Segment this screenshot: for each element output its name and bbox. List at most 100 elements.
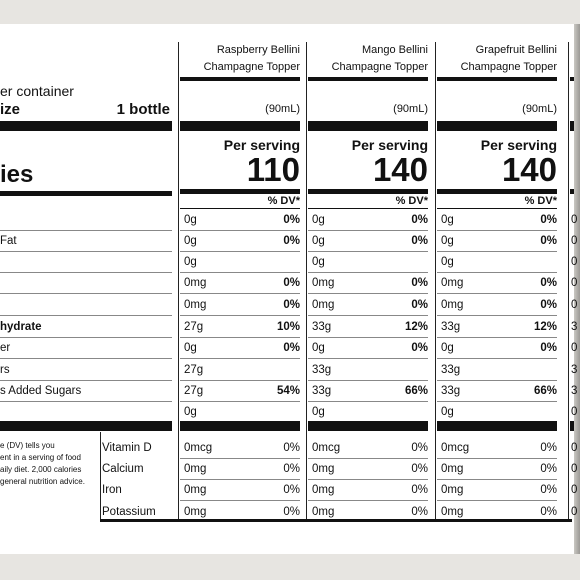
row-divider (180, 479, 300, 480)
row-divider (437, 251, 557, 252)
dv-header: % DV* (267, 195, 300, 207)
row-divider (180, 315, 300, 316)
row-divider (437, 230, 557, 231)
vitamin-amount: 0mg (441, 463, 464, 475)
vitamin-dv: 0% (540, 484, 557, 496)
vitamin-dv: 0% (540, 506, 557, 518)
row-divider (308, 380, 428, 381)
row-divider (437, 479, 557, 480)
thick-rule (570, 421, 574, 431)
nutrient-amount: 0g (312, 256, 325, 268)
nutrient-amount: 0g (312, 214, 325, 226)
nutrient-dv: 0% (540, 214, 557, 226)
partial-vitamin: 0 (571, 506, 578, 518)
thick-rule (180, 421, 300, 431)
nutrition-label-panel (0, 24, 580, 554)
medium-rule (0, 191, 172, 196)
nutrient-amount: 33g (441, 385, 461, 397)
vitamin-dv: 0% (411, 506, 428, 518)
thick-rule (180, 121, 300, 131)
nutrient-dv: 0% (411, 342, 428, 354)
row-divider (308, 401, 428, 402)
serving-size-label: ize (0, 101, 21, 118)
vitamin-amount: 0mg (312, 484, 335, 496)
partial-vitamin: 0 (571, 484, 578, 496)
nutrient-amount: 0g (184, 342, 197, 354)
row-divider (308, 293, 428, 294)
nutrient-amount: 0g (184, 214, 197, 226)
partial-amount: 0 (571, 277, 578, 289)
row-divider (437, 337, 557, 338)
partial-vitamin: 0 (571, 463, 578, 475)
per-serving-label: Per serving (351, 137, 428, 153)
serving-ml: (90mL) (393, 103, 428, 115)
nutrient-dv: 54% (276, 385, 300, 397)
row-divider (180, 251, 300, 252)
nutrient-dv: 0% (411, 214, 428, 226)
vitamin-amount: 0mg (184, 484, 207, 496)
row-divider (0, 401, 172, 402)
row-divider (308, 272, 428, 273)
bottom-rule (100, 519, 572, 522)
row-divider (437, 500, 557, 501)
vitamin-label: Calcium (102, 463, 144, 475)
nutrient-dv: 0% (283, 277, 300, 289)
vitamin-label: Iron (102, 484, 122, 496)
medium-rule (180, 189, 300, 194)
column-divider (435, 42, 436, 519)
nutrient-amount: 27g (184, 321, 204, 333)
thick-rule (308, 421, 428, 431)
column-divider (178, 42, 179, 519)
nutrient-amount: 0g (184, 235, 197, 247)
dv-header: % DV* (524, 195, 557, 207)
nutrient-amount: 0g (441, 235, 454, 247)
vitamin-dv: 0% (283, 484, 300, 496)
serving-size-value: 1 bottle (116, 101, 170, 118)
row-divider (308, 458, 428, 459)
row-divider (308, 337, 428, 338)
vitamin-amount: 0mg (312, 506, 335, 518)
row-divider (0, 293, 172, 294)
row-divider (308, 479, 428, 480)
row-divider (308, 500, 428, 501)
row-divider (308, 358, 428, 359)
row-divider (180, 337, 300, 338)
partial-amount: 0 (571, 256, 578, 268)
nutrient-amount: 0g (312, 406, 325, 418)
nutrient-dv: 0% (411, 277, 428, 289)
row-divider (0, 337, 172, 338)
column-divider (568, 42, 569, 519)
row-divider (0, 272, 172, 273)
row-divider (0, 358, 172, 359)
nutrient-label: hydrate (0, 321, 42, 333)
footnote-line: e (DV) tells you (0, 441, 55, 450)
nutrient-amount: 0g (441, 256, 454, 268)
partial-amount: 0 (571, 235, 578, 247)
vitamin-divider (100, 432, 101, 519)
nutrient-dv: 0% (540, 277, 557, 289)
vitamin-amount: 0mcg (184, 442, 213, 454)
row-divider (180, 208, 300, 209)
vitamin-dv: 0% (283, 506, 300, 518)
nutrient-label: Fat (0, 235, 17, 247)
row-divider (437, 208, 557, 209)
vitamin-dv: 0% (540, 442, 557, 454)
row-divider (180, 380, 300, 381)
nutrient-dv: 0% (283, 214, 300, 226)
nutrient-amount: 33g (312, 321, 332, 333)
nutrient-amount: 33g (441, 364, 461, 376)
row-divider (308, 251, 428, 252)
row-divider (0, 380, 172, 381)
vitamin-dv: 0% (411, 484, 428, 496)
nutrient-amount: 27g (184, 364, 204, 376)
header-rule (180, 77, 300, 81)
row-divider (180, 458, 300, 459)
calories-value: 140 (501, 151, 557, 188)
nutrient-amount: 0g (312, 235, 325, 247)
per-serving-label: Per serving (223, 137, 300, 153)
footnote-line: aily diet. 2,000 calories (0, 465, 82, 474)
calories-value: 110 (246, 151, 300, 188)
header-rule (570, 77, 574, 81)
nutrient-amount: 0mg (312, 299, 335, 311)
nutrient-dv: 0% (283, 299, 300, 311)
